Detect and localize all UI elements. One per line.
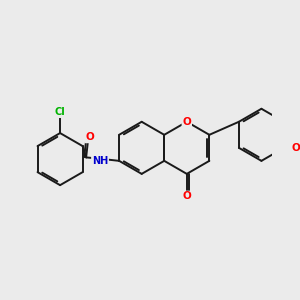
Text: Cl: Cl	[55, 107, 65, 117]
Text: O: O	[85, 132, 94, 142]
Text: O: O	[182, 191, 191, 201]
Text: NH: NH	[92, 156, 108, 166]
Text: O: O	[292, 143, 300, 153]
Text: O: O	[182, 117, 191, 127]
